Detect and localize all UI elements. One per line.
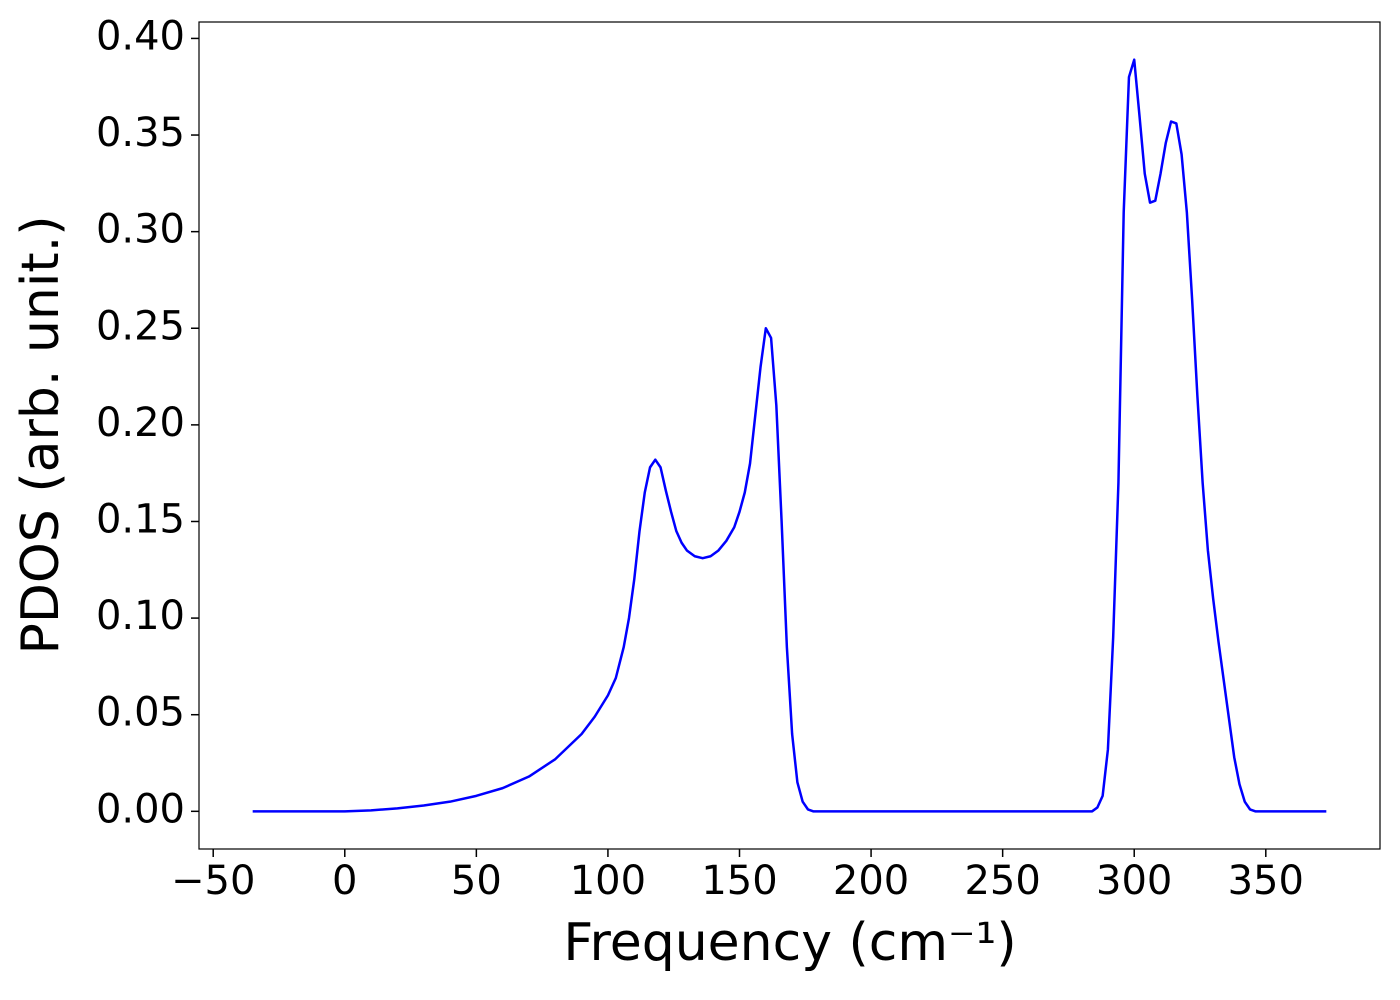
plot-frame <box>198 21 1381 850</box>
y-tick-label: 0.35 <box>96 110 185 156</box>
y-tick-label: 0.20 <box>96 400 185 446</box>
y-tick-label: 0.10 <box>96 593 185 639</box>
data-line <box>252 58 1327 813</box>
x-tick-label: 350 <box>1228 858 1304 904</box>
x-tick-label: 250 <box>964 858 1040 904</box>
y-tick-label: 0.30 <box>96 207 185 253</box>
x-tick-label: 50 <box>451 858 502 904</box>
x-tick-label: −50 <box>171 858 255 904</box>
y-tick-label: 0.25 <box>96 303 185 349</box>
x-axis-label: Frequency (cm⁻¹) <box>563 913 1016 973</box>
x-tick-label: 300 <box>1096 858 1172 904</box>
y-tick-label: 0.00 <box>96 786 185 832</box>
y-tick-label: 0.15 <box>96 496 185 542</box>
x-tick-label: 200 <box>833 858 909 904</box>
y-axis-label: PDOS (arb. unit.) <box>11 215 71 654</box>
x-tick-label: 150 <box>701 858 777 904</box>
x-tick-label: 0 <box>332 858 357 904</box>
y-tick-label: 0.40 <box>96 13 185 59</box>
y-tick-label: 0.05 <box>96 690 185 736</box>
x-tick-label: 100 <box>570 858 646 904</box>
